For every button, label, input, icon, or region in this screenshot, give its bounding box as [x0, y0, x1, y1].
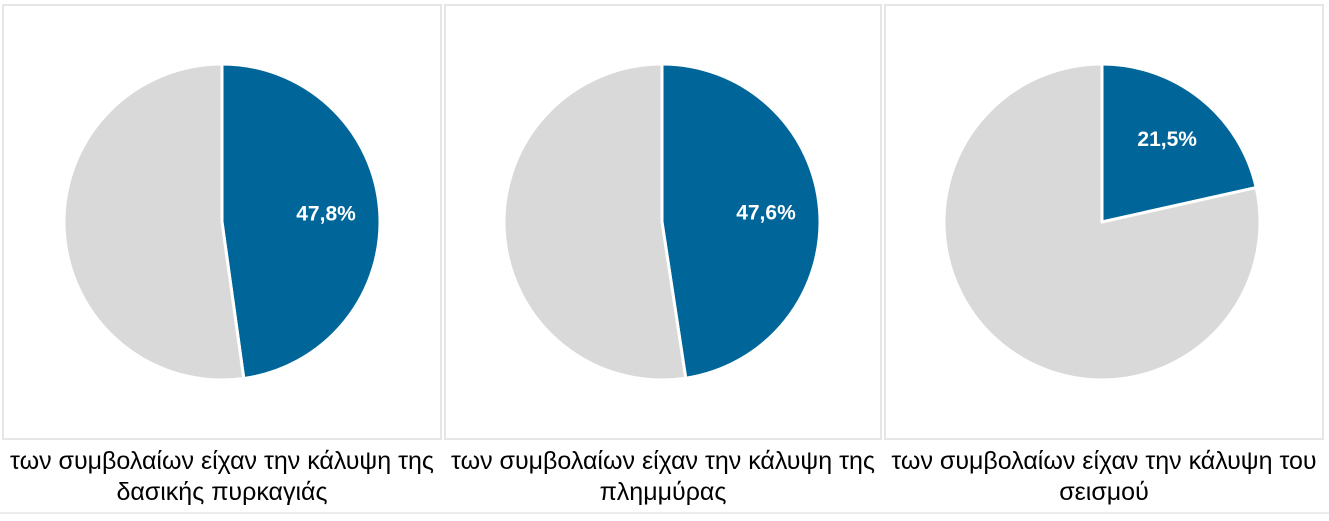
bottom-divider [0, 512, 1329, 514]
slice-flood-coverage [660, 62, 822, 380]
chart-panel-flood: 47,6% [444, 4, 882, 440]
pie-chart-flood: 47,6% [502, 62, 822, 382]
pie-chart-earthquake: 21,5% [942, 62, 1262, 382]
caption-flood: των συμβολαίων είχαν την κάλυψη της πλημ… [444, 446, 882, 508]
pie-chart-fire: 47,8% [62, 62, 382, 382]
chart-panel-earthquake: 21,5% [884, 4, 1324, 440]
slice-fire-remainder [62, 62, 246, 382]
caption-fire: των συμβολαίων είχαν την κάλυψη της δασι… [2, 446, 442, 508]
label-fire-percent: 47,8% [296, 202, 356, 225]
chart-panel-fire: 47,8% [2, 4, 442, 440]
caption-flood-line2: πλημμύρας [599, 478, 727, 506]
slice-fire-coverage [220, 62, 382, 380]
caption-flood-line1: των συμβολαίων είχαν την κάλυψη της [451, 447, 875, 475]
caption-earthquake-line1: των συμβολαίων είχαν την κάλυψη του [891, 447, 1317, 475]
caption-fire-line2: δασικής πυρκαγιάς [116, 478, 328, 506]
caption-fire-line1: των συμβολαίων είχαν την κάλυψη της [10, 447, 434, 475]
label-flood-percent: 47,6% [736, 202, 796, 225]
caption-earthquake: των συμβολαίων είχαν την κάλυψη του σεισ… [884, 446, 1324, 508]
label-earthquake-percent: 21,5% [1137, 128, 1197, 151]
slice-flood-remainder [502, 62, 688, 382]
slice-earthquake-coverage [1100, 62, 1258, 224]
caption-earthquake-line2: σεισμού [1059, 478, 1149, 506]
slice-earthquake-remainder [942, 62, 1262, 382]
